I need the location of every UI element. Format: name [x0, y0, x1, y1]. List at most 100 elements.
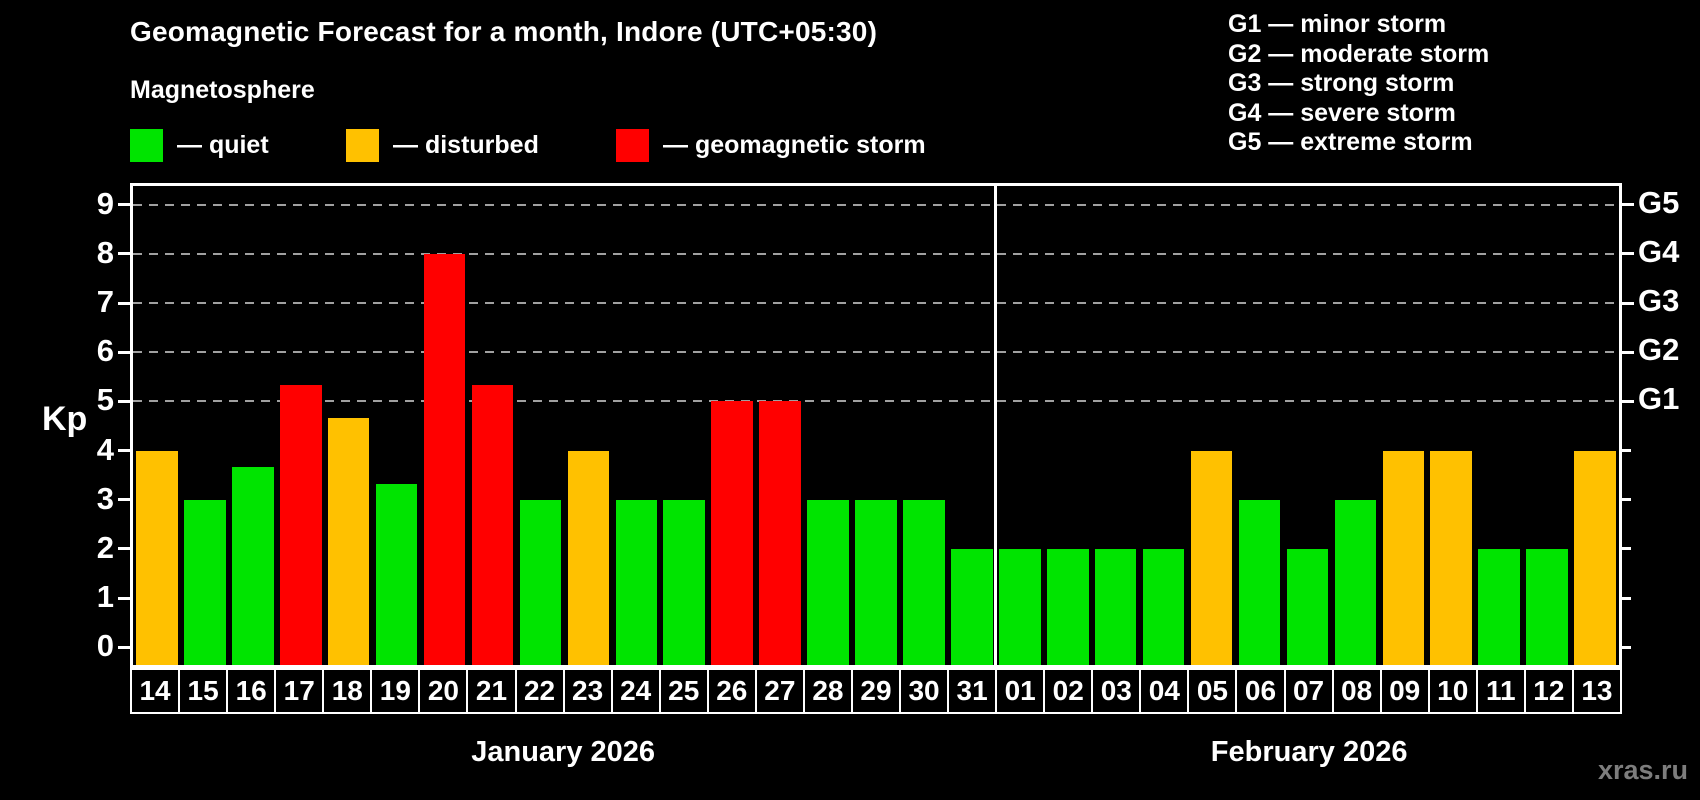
kp-bar-23-jan: [567, 450, 610, 665]
kp-bar-14-jan: [136, 450, 178, 665]
date-cell-jan-29: 29: [850, 668, 901, 714]
date-cell-jan-20: 20: [418, 668, 469, 714]
kp-bar-26-jan: [711, 401, 753, 665]
legend-label-quiet: — quiet: [177, 131, 269, 159]
y-axis-tick-label-7: 7: [96, 284, 114, 320]
y-axis-tick-label-8: 8: [96, 234, 114, 270]
date-cell-jan-27: 27: [754, 668, 805, 714]
kp-bar-08-feb: [1334, 499, 1377, 665]
g-legend-line-3: G3 — strong storm: [1228, 69, 1455, 97]
kp-bar-12-feb: [1526, 548, 1568, 665]
g-level-label-g1: G1: [1638, 381, 1680, 417]
date-cell-feb-10: 10: [1427, 668, 1478, 714]
y-axis-tick-3: [118, 498, 132, 502]
kp-bar-19-jan: [375, 483, 418, 665]
month-labels-row: January 2026 February 2026: [130, 736, 1622, 772]
g-level-label-g4: G4: [1638, 233, 1680, 269]
kp-bar-10-feb: [1430, 450, 1472, 665]
gridline-kp-6: [133, 351, 1619, 354]
date-cell-jan-14: 14: [130, 668, 181, 714]
date-cell-feb-09: 09: [1379, 668, 1430, 714]
magnetosphere-label: Magnetosphere: [130, 76, 315, 104]
g-scale-legend: G1 — minor storm G2 — moderate storm G3 — …: [1228, 10, 1489, 158]
kp-bar-11-feb: [1478, 548, 1520, 665]
y-axis-tick-label-2: 2: [96, 529, 114, 565]
kp-bar-30-jan: [903, 499, 945, 665]
legend-label-disturbed: — disturbed: [393, 131, 539, 159]
kp-bar-07-feb: [1286, 548, 1329, 665]
date-cell-jan-16: 16: [226, 668, 277, 714]
y-axis-tick-0: [118, 645, 132, 649]
kp-bar-06-feb: [1238, 499, 1281, 665]
date-cell-jan-31: 31: [947, 668, 998, 714]
g-legend-line-4: G4 — severe storm: [1228, 98, 1456, 127]
date-cell-feb-01: 01: [995, 668, 1046, 714]
right-axis-tick-g2: [1619, 350, 1634, 354]
legend-item-disturbed: — disturbed: [346, 129, 539, 162]
kp-bar-28-jan: [807, 499, 849, 665]
right-axis-tick-g5: [1619, 203, 1634, 207]
chart-title: Geomagnetic Forecast for a month, Indore…: [130, 16, 878, 47]
date-cell-jan-30: 30: [899, 668, 950, 714]
right-axis-minor-tick-1: [1619, 596, 1631, 600]
kp-bar-09-feb: [1382, 450, 1425, 665]
y-axis-tick-9: [118, 203, 132, 207]
y-axis-tick-label-0: 0: [96, 628, 114, 664]
gridline-kp-7: [133, 302, 1619, 305]
watermark: xras.ru: [1597, 755, 1688, 785]
plot-area: 0 1 2 3 4 5 6 7 8 9 G1 G2 G3 G4 G5: [97, 183, 1679, 668]
date-cell-jan-19: 19: [370, 668, 421, 714]
kp-bar-03-feb: [1094, 548, 1137, 665]
kp-bar-25-jan: [663, 499, 706, 665]
date-cell-feb-06: 06: [1235, 668, 1286, 714]
date-cell-feb-05: 05: [1187, 668, 1238, 714]
date-axis-row: 14 15 16 17 18 19 20 21 22 23 24 25 26 27 28 29 30 31 01 02…: [130, 668, 1622, 714]
gridline-kp-8: [133, 252, 1619, 255]
y-axis-title: Kp: [42, 400, 88, 438]
g-level-label-g3: G3: [1638, 283, 1680, 319]
date-cell-jan-22: 22: [514, 668, 565, 714]
kp-bar-20-jan: [423, 253, 466, 665]
kp-bar-22-jan: [519, 499, 562, 665]
date-cell-feb-07: 07: [1283, 668, 1334, 714]
kp-bar-02-feb: [1046, 548, 1089, 665]
date-cell-jan-25: 25: [658, 668, 709, 714]
kp-bar-29-jan: [855, 499, 897, 665]
kp-bar-27-jan: [759, 401, 801, 665]
date-cell-feb-12: 12: [1523, 668, 1574, 714]
gridline-kp-9: [133, 203, 1619, 206]
kp-bar-13-feb: [1574, 450, 1616, 665]
y-axis-tick-label-1: 1: [96, 579, 114, 615]
date-cell-feb-13: 13: [1571, 668, 1622, 714]
y-axis-tick-label-5: 5: [96, 382, 114, 418]
date-cell-jan-21: 21: [466, 668, 517, 714]
date-cell-jan-26: 26: [706, 668, 757, 714]
y-axis-tick-8: [118, 252, 132, 256]
kp-bar-05-feb: [1190, 450, 1233, 665]
date-cell-jan-23: 23: [562, 668, 613, 714]
g-level-label-g2: G2: [1638, 332, 1680, 368]
kp-bar-17-jan: [280, 385, 322, 665]
right-axis-tick-g4: [1619, 252, 1634, 256]
kp-bar-01-feb: [999, 548, 1041, 665]
month-label-february: February 2026: [1210, 736, 1408, 768]
right-axis-tick-g1: [1619, 399, 1634, 403]
kp-bar-24-jan: [615, 499, 658, 665]
date-cell-feb-02: 02: [1043, 668, 1094, 714]
y-axis-tick-5: [118, 399, 132, 403]
g-level-label-g5: G5: [1638, 184, 1680, 220]
y-axis-tick-4: [118, 449, 132, 453]
legend-item-storm: — geomagnetic storm: [616, 129, 926, 162]
date-cell-feb-03: 03: [1091, 668, 1142, 714]
gridline-kp-5: [133, 400, 1619, 403]
date-cell-jan-18: 18: [322, 668, 373, 714]
legend-label-storm: — geomagnetic storm: [663, 131, 926, 159]
y-axis-tick-7: [118, 301, 132, 305]
right-axis-minor-tick-4: [1619, 449, 1631, 453]
kp-bar-15-jan: [184, 499, 226, 665]
date-cell-feb-08: 08: [1331, 668, 1382, 714]
right-axis-tick-g3: [1619, 301, 1634, 305]
g-legend-line-1: G1 — minor storm: [1228, 10, 1447, 38]
date-cell-jan-15: 15: [178, 668, 229, 714]
